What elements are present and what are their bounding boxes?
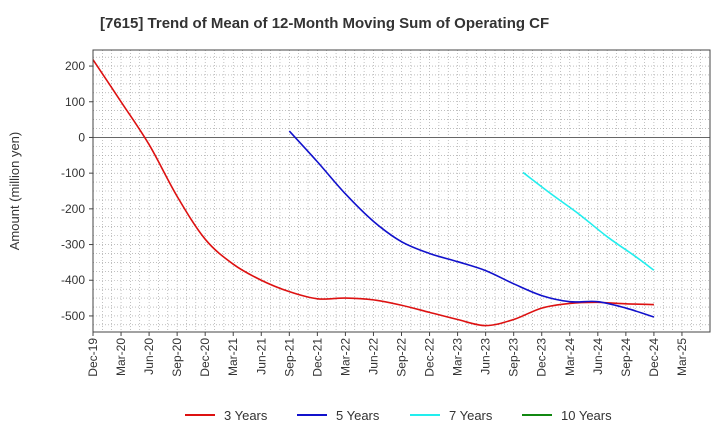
legend-label-3-years: 3 Years [224,408,268,423]
x-tick-label: Dec-24 [647,338,661,377]
y-tick-label: -200 [61,202,85,216]
y-tick-label: 100 [65,95,85,109]
x-tick-label: Mar-23 [451,338,465,376]
y-tick-label: 200 [65,59,85,73]
x-tick-label: Jun-22 [366,338,380,375]
legend-label-10-years: 10 Years [561,408,612,423]
series-line-5-years [288,130,655,318]
x-tick-label: Dec-19 [86,338,100,377]
x-tick-label: Dec-22 [423,338,437,377]
x-tick-label: Mar-20 [114,338,128,376]
x-tick-label: Jun-23 [479,338,493,375]
chart-title: [7615] Trend of Mean of 12-Month Moving … [100,15,549,32]
x-tick-label: Mar-21 [226,338,240,376]
y-tick-label: -300 [61,238,85,252]
x-tick-label: Sep-20 [170,338,184,377]
series-line-3-years [92,59,654,327]
legend-label-7-years: 7 Years [449,408,493,423]
x-tick-label: Jun-20 [142,338,156,375]
y-axis-ticks: 200 100 0 -100 -200 -300 -400 -500 [61,59,93,323]
x-tick-label: Jun-24 [591,338,605,375]
x-tick-label: Sep-21 [282,338,296,377]
x-tick-label: Sep-23 [507,338,521,377]
grid [93,50,710,332]
legend-label-5-years: 5 Years [336,408,380,423]
series-line-7-years [522,171,655,271]
y-tick-label: -100 [61,166,85,180]
y-tick-label: -400 [61,273,85,287]
x-tick-label: Dec-20 [198,338,212,377]
x-tick-label: Sep-24 [619,338,633,377]
x-tick-label: Mar-25 [675,338,689,376]
x-tick-label: Dec-23 [535,338,549,377]
x-tick-label: Mar-24 [563,338,577,376]
series-group [92,59,655,327]
x-axis-ticks: Dec-19 Mar-20 Jun-20 Sep-20 Dec-20 Mar-21 Jun-… [86,332,689,377]
x-tick-label: Sep-22 [395,338,409,377]
x-tick-label: Mar-22 [338,338,352,376]
x-tick-label: Jun-21 [254,338,268,375]
y-axis-label: Amount (million yen) [7,132,22,251]
x-tick-label: Dec-21 [310,338,324,377]
legend: 3 Years 5 Years 7 Years 10 Years [185,408,612,423]
y-tick-label: 0 [78,130,85,144]
y-tick-label: -500 [61,309,85,323]
